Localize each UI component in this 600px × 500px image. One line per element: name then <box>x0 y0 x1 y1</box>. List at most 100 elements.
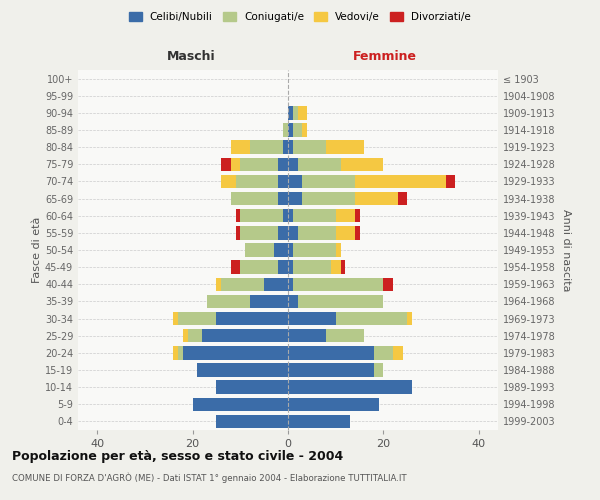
Bar <box>374 346 393 360</box>
Bar <box>231 260 240 274</box>
Bar <box>398 192 407 205</box>
Bar <box>173 312 178 326</box>
Bar <box>288 192 302 205</box>
Bar <box>240 209 283 222</box>
Bar <box>245 244 274 256</box>
Bar <box>178 312 217 326</box>
Bar <box>240 226 278 239</box>
Bar <box>231 192 278 205</box>
Text: COMUNE DI FORZA D'AGRÒ (ME) - Dati ISTAT 1° gennaio 2004 - Elaborazione TUTTITAL: COMUNE DI FORZA D'AGRÒ (ME) - Dati ISTAT… <box>12 472 407 483</box>
Bar <box>288 226 298 239</box>
Bar <box>188 329 202 342</box>
Bar <box>288 124 293 136</box>
Bar <box>326 140 364 154</box>
Bar <box>293 124 302 136</box>
Bar <box>217 312 288 326</box>
Bar <box>288 346 374 360</box>
Bar <box>288 260 293 274</box>
Bar <box>302 192 355 205</box>
Bar <box>288 244 293 256</box>
Bar <box>393 346 403 360</box>
Bar <box>374 364 383 376</box>
Bar <box>193 398 288 411</box>
Bar <box>288 364 374 376</box>
Bar <box>288 106 293 120</box>
Text: Femmine: Femmine <box>353 50 416 62</box>
Bar <box>407 312 412 326</box>
Bar <box>336 226 355 239</box>
Bar <box>293 140 326 154</box>
Bar <box>240 158 278 171</box>
Bar <box>293 260 331 274</box>
Bar <box>341 158 383 171</box>
Bar <box>183 346 288 360</box>
Legend: Celibi/Nubili, Coniugati/e, Vedovi/e, Divorziati/e: Celibi/Nubili, Coniugati/e, Vedovi/e, Di… <box>125 8 475 26</box>
Bar <box>178 346 183 360</box>
Bar <box>250 140 283 154</box>
Bar <box>355 209 359 222</box>
Bar <box>293 209 336 222</box>
Y-axis label: Fasce di età: Fasce di età <box>32 217 42 283</box>
Bar <box>221 158 231 171</box>
Bar <box>173 346 178 360</box>
Bar <box>221 174 235 188</box>
Bar <box>293 278 383 291</box>
Bar <box>331 260 341 274</box>
Bar <box>231 158 240 171</box>
Bar <box>288 398 379 411</box>
Bar <box>283 209 288 222</box>
Bar <box>293 244 336 256</box>
Bar <box>336 312 407 326</box>
Bar <box>288 158 298 171</box>
Bar <box>250 294 288 308</box>
Bar <box>278 174 288 188</box>
Bar <box>217 380 288 394</box>
Bar <box>235 226 240 239</box>
Bar <box>288 140 293 154</box>
Bar <box>278 192 288 205</box>
Bar <box>278 226 288 239</box>
Bar <box>298 226 336 239</box>
Bar <box>445 174 455 188</box>
Bar <box>288 312 336 326</box>
Bar <box>202 329 288 342</box>
Bar <box>283 124 288 136</box>
Bar <box>217 278 221 291</box>
Bar <box>336 244 341 256</box>
Bar <box>298 158 341 171</box>
Bar <box>264 278 288 291</box>
Bar <box>288 278 293 291</box>
Text: Maschi: Maschi <box>167 50 216 62</box>
Bar <box>288 174 302 188</box>
Text: Popolazione per età, sesso e stato civile - 2004: Popolazione per età, sesso e stato civil… <box>12 450 343 463</box>
Bar <box>302 174 355 188</box>
Bar <box>283 140 288 154</box>
Y-axis label: Anni di nascita: Anni di nascita <box>561 209 571 291</box>
Bar <box>288 380 412 394</box>
Bar <box>197 364 288 376</box>
Bar <box>355 192 398 205</box>
Bar <box>288 294 298 308</box>
Bar <box>288 329 326 342</box>
Bar <box>293 106 298 120</box>
Bar <box>383 278 393 291</box>
Bar <box>235 209 240 222</box>
Bar <box>217 414 288 428</box>
Bar <box>336 209 355 222</box>
Bar <box>278 260 288 274</box>
Bar <box>298 294 383 308</box>
Bar <box>355 226 359 239</box>
Bar <box>298 106 307 120</box>
Bar <box>288 209 293 222</box>
Bar <box>231 140 250 154</box>
Bar <box>235 174 278 188</box>
Bar <box>288 414 350 428</box>
Bar <box>221 278 264 291</box>
Bar <box>274 244 288 256</box>
Bar <box>341 260 345 274</box>
Bar <box>183 329 188 342</box>
Bar <box>207 294 250 308</box>
Bar <box>355 174 445 188</box>
Bar <box>302 124 307 136</box>
Bar <box>240 260 278 274</box>
